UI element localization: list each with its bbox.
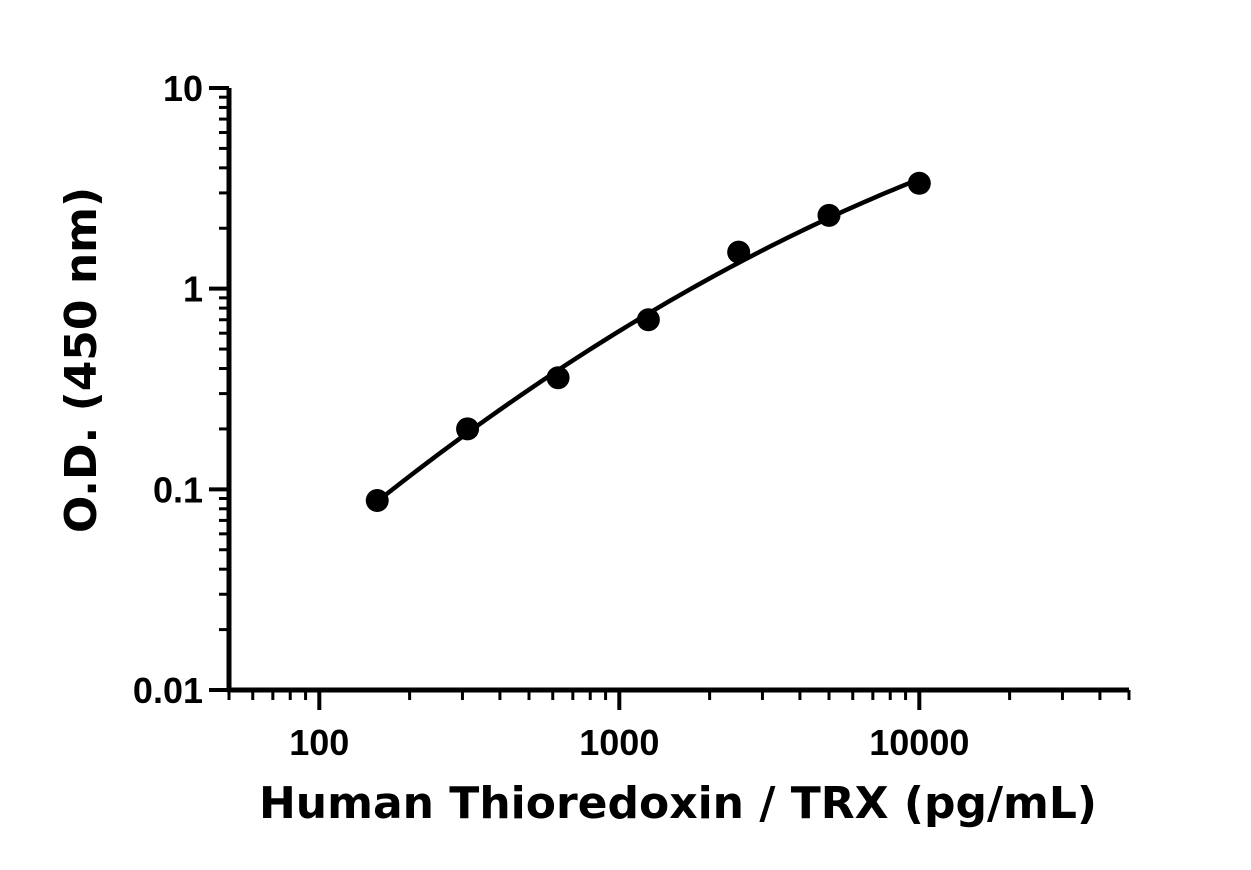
y-axis-title: O.D. (450 nm) [56,187,107,533]
y-tick-label: 10 [163,68,203,109]
axes [209,86,1131,710]
x-tick-label: 100 [289,722,349,763]
data-point [365,488,389,512]
data-point [727,240,751,264]
y-tick-label: 0.01 [133,670,203,711]
y-tick-label: 1 [183,269,203,310]
x-tick-label: 10000 [869,722,969,763]
y-ticks [209,86,229,692]
x-tick-label: 1000 [579,722,659,763]
x-axis-title: Human Thioredoxin / TRX (pg/mL) [259,778,1097,829]
data-points [365,171,931,512]
data-point [546,366,570,390]
data-point [817,203,841,227]
data-point [636,308,660,332]
x-tick-labels: 100 1000 10000 [289,722,969,763]
x-ticks [227,690,1131,710]
data-point [907,171,931,195]
y-tick-labels: 0.01 0.1 1 10 [133,68,203,711]
fit-curve [375,176,922,504]
y-tick-label: 0.1 [153,469,203,510]
data-point [456,417,480,441]
